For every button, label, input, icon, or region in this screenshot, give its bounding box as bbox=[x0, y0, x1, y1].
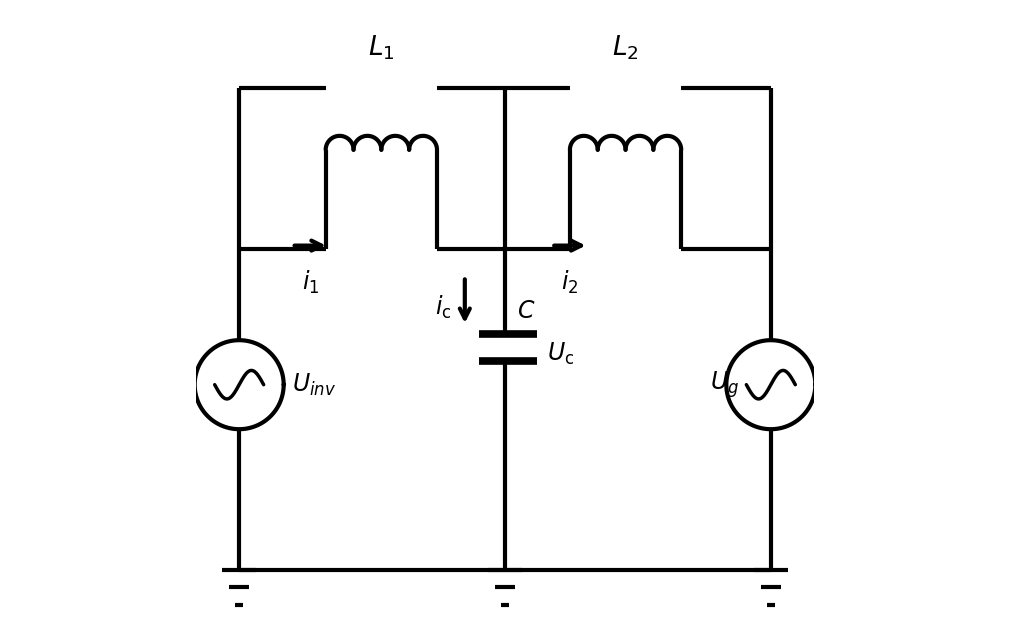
Text: $L_1$: $L_1$ bbox=[368, 34, 395, 62]
Text: $U_{inv}$: $U_{inv}$ bbox=[292, 371, 336, 398]
Text: $i_1$: $i_1$ bbox=[302, 269, 319, 296]
Text: $i_{\rm c}$: $i_{\rm c}$ bbox=[435, 294, 451, 321]
Text: $U_g$: $U_g$ bbox=[710, 369, 739, 400]
Text: $U_{\rm c}$: $U_{\rm c}$ bbox=[547, 341, 575, 367]
Text: $C$: $C$ bbox=[517, 299, 536, 322]
Text: $L_2$: $L_2$ bbox=[612, 34, 639, 62]
Text: $i_2$: $i_2$ bbox=[562, 269, 579, 296]
